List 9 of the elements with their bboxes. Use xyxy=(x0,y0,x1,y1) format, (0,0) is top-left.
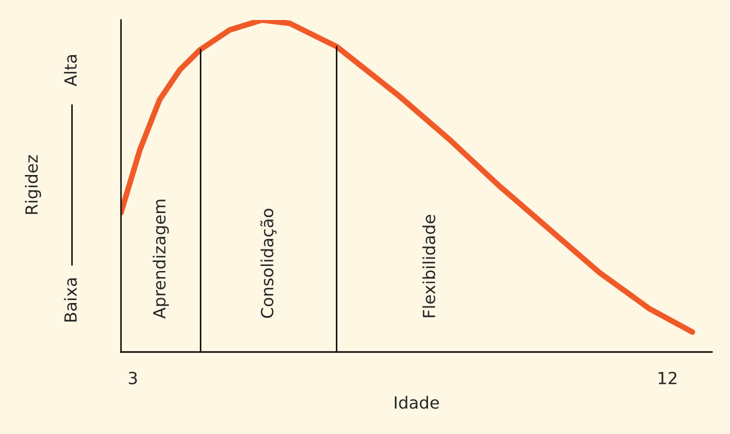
annotation: Consolidação xyxy=(260,208,276,318)
annotation: Aprendizagem xyxy=(152,200,169,319)
annotation: Flexibilidade xyxy=(422,214,436,318)
x-tick-label: 12 xyxy=(658,372,676,384)
text: Alta xyxy=(64,55,77,86)
x-tick-label: 3 xyxy=(128,372,137,384)
x-axis-title: Idade xyxy=(394,396,439,409)
y-axis-title: Rigidez xyxy=(24,155,42,214)
text: Baixa xyxy=(64,278,77,322)
